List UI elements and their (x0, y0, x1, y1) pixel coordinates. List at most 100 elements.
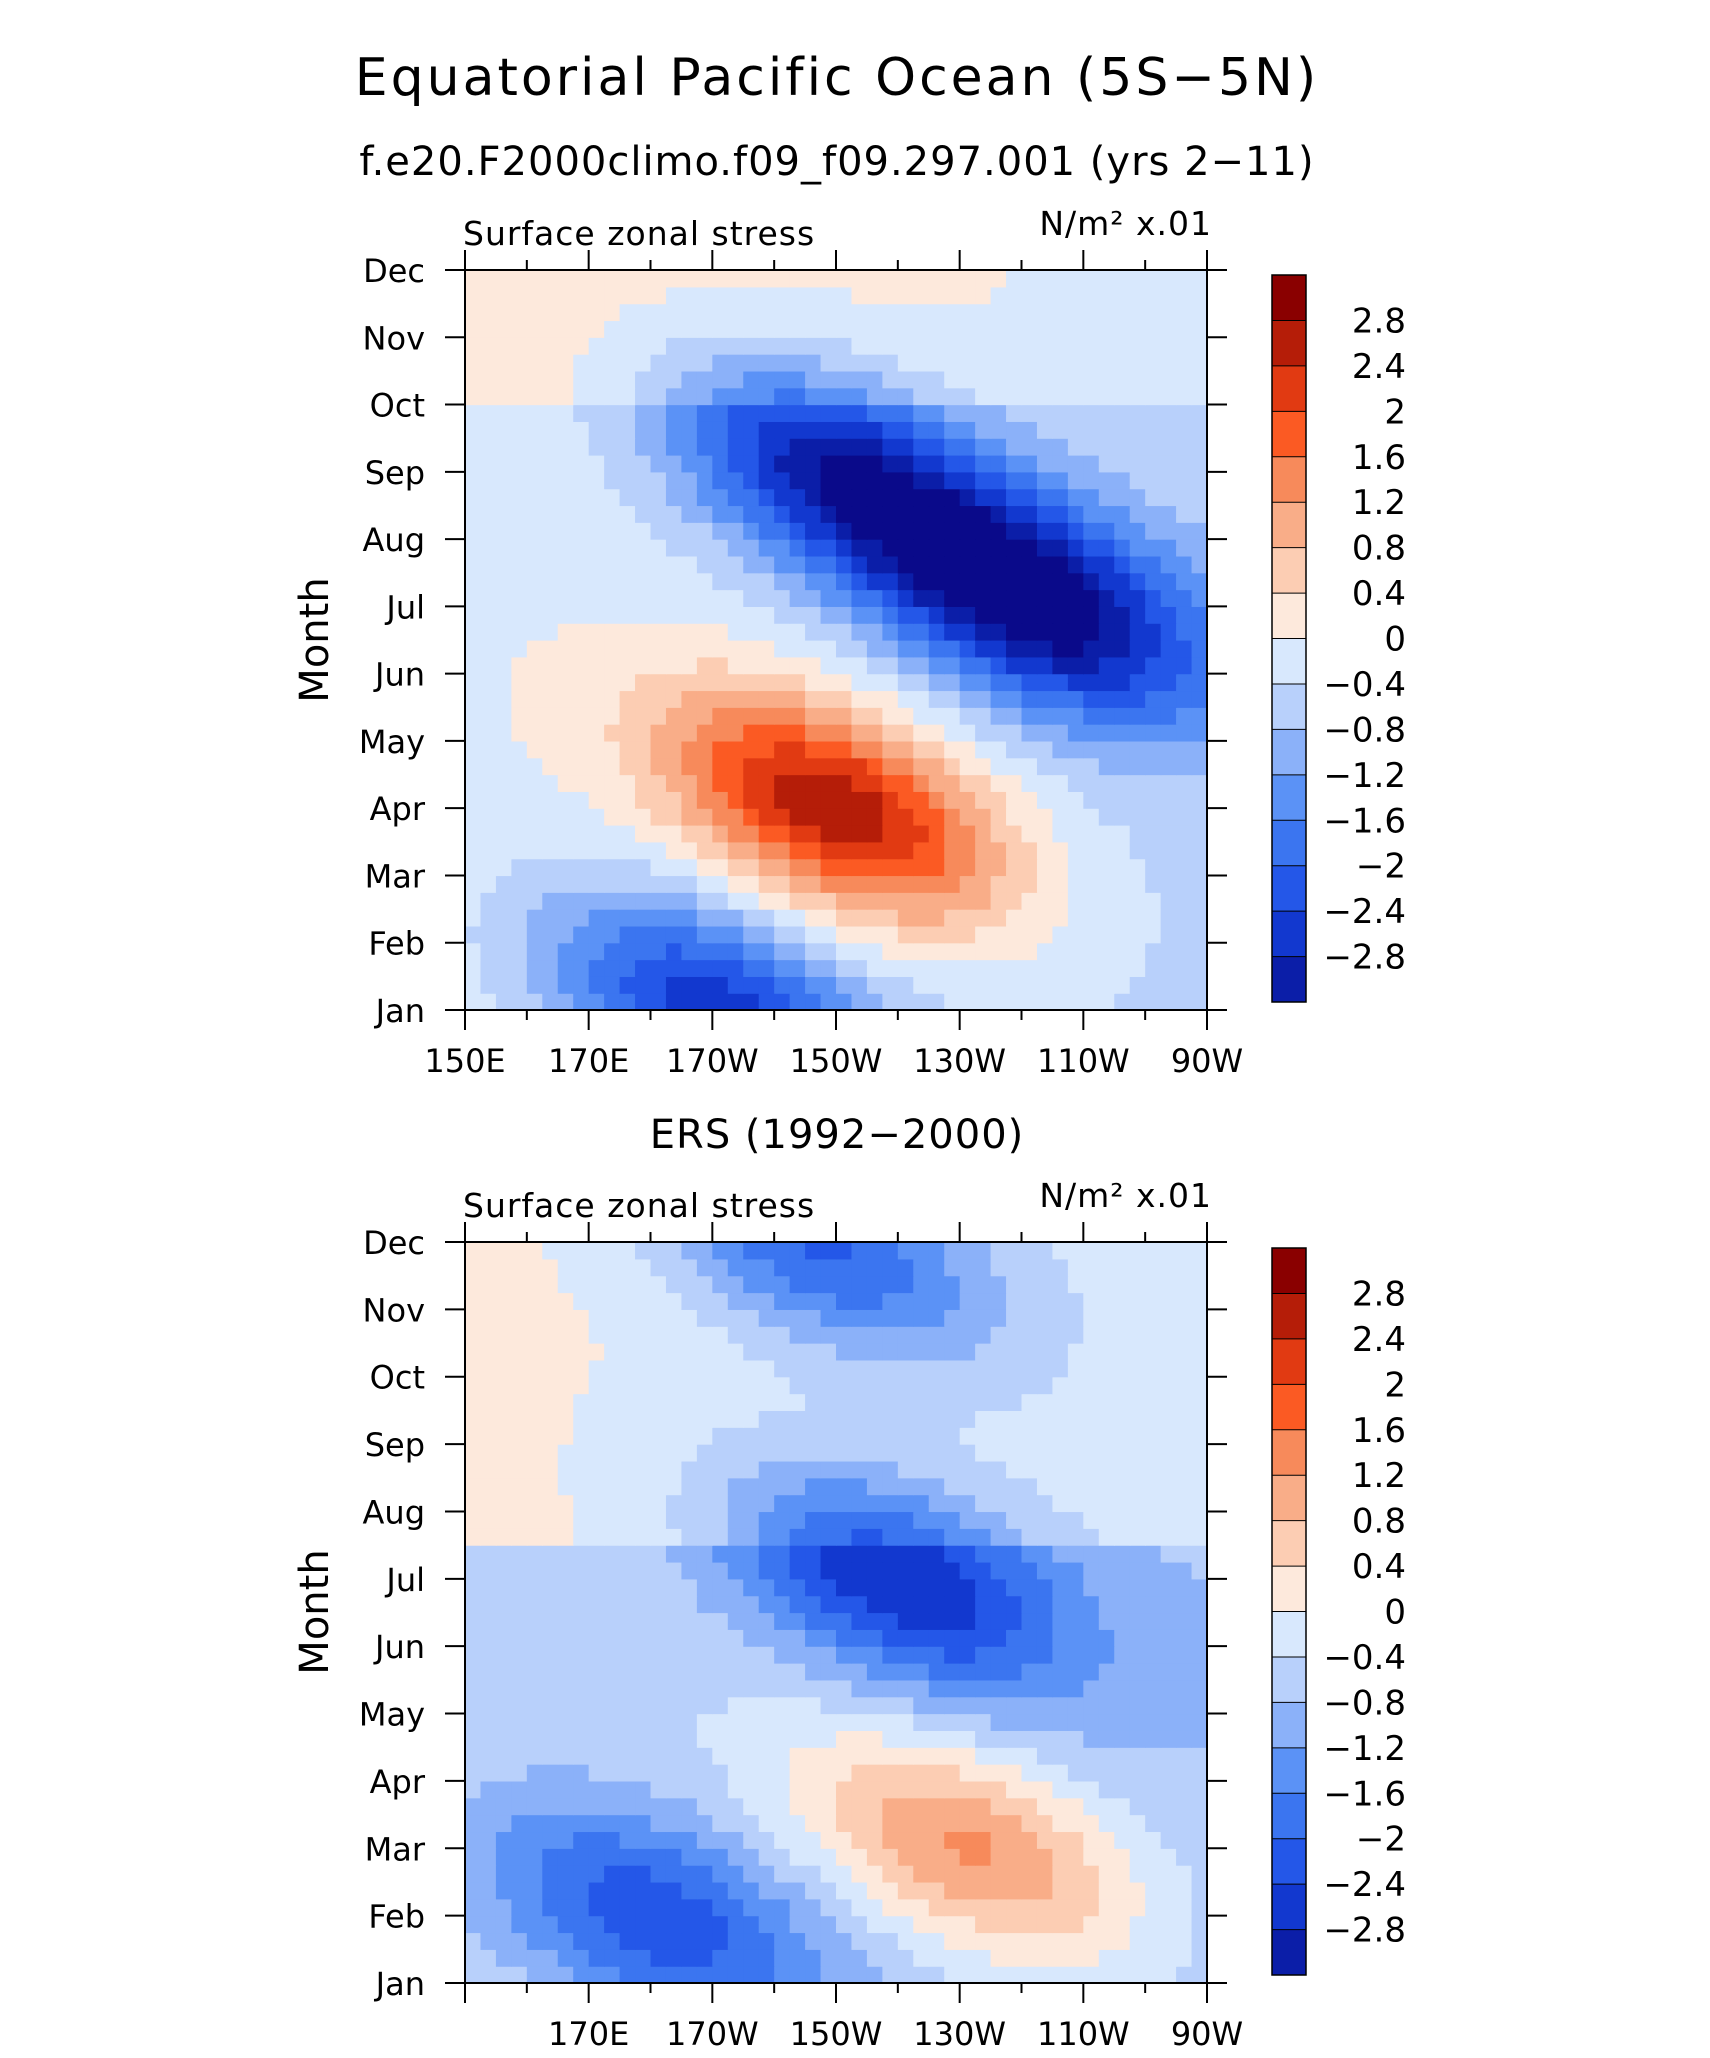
contour-cell (774, 673, 791, 692)
contour-cell (944, 623, 961, 641)
contour-cell (944, 572, 961, 591)
contour-cell (851, 925, 868, 944)
contour-cell (866, 1932, 883, 1950)
contour-cell (573, 387, 590, 406)
contour-cell (1145, 1881, 1162, 1900)
contour-cell (1191, 589, 1208, 607)
y-tick-label: Dec (363, 252, 425, 290)
contour-cell (820, 640, 837, 658)
contour-cell (557, 841, 574, 860)
contour-cell (681, 1730, 698, 1748)
contour-cell (805, 1814, 822, 1833)
contour-cell (789, 1747, 806, 1765)
contour-cell (1114, 1881, 1131, 1900)
contour-cell (526, 1561, 543, 1580)
contour-cell (1083, 606, 1100, 624)
contour-cell (557, 471, 574, 490)
contour-cell (727, 370, 744, 389)
contour-cell (928, 354, 945, 372)
contour-cell (604, 1427, 621, 1445)
contour-cell (511, 1730, 528, 1748)
contour-cell (1098, 1477, 1115, 1496)
contour-cell (1052, 286, 1069, 305)
contour-cell (975, 572, 992, 591)
contour-cell (913, 471, 930, 490)
contour-cell (635, 791, 652, 809)
contour-cell (1083, 455, 1100, 473)
contour-cell (727, 808, 744, 826)
contour-cell (557, 993, 574, 1011)
contour-cell (727, 438, 744, 456)
contour-cell (1083, 488, 1100, 507)
colorbar-label: −0.8 (1323, 710, 1406, 750)
contour-cell (851, 539, 868, 557)
contour-cell (650, 1326, 667, 1344)
contour-cell (959, 539, 976, 557)
contour-cell (665, 1949, 683, 1967)
contour-cell (681, 1898, 698, 1917)
contour-cell (913, 976, 930, 994)
contour-cell (712, 656, 729, 675)
contour-cell (851, 1949, 868, 1967)
contour-cell (1067, 455, 1084, 473)
contour-cell (866, 606, 883, 624)
contour-cell (635, 1797, 652, 1816)
contour-cell (712, 623, 729, 641)
contour-cell (495, 993, 512, 1011)
contour-cell (1006, 1545, 1023, 1563)
contour-cell (1021, 707, 1038, 725)
contour-cell (1176, 892, 1193, 910)
contour-cell (882, 909, 899, 927)
contour-cell (635, 370, 652, 389)
contour-cell (990, 488, 1007, 507)
contour-cell (774, 1747, 791, 1765)
contour-cell (1098, 623, 1115, 641)
contour-cell (542, 370, 559, 389)
contour-cell (1006, 1898, 1023, 1917)
colorbar-swatch (1272, 1793, 1306, 1840)
contour-cell (511, 1258, 528, 1277)
contour-cell (557, 1343, 574, 1361)
contour-cell (573, 942, 590, 961)
contour-cell (495, 1780, 512, 1799)
contour-cell (758, 707, 775, 725)
contour-cell (1145, 1376, 1162, 1395)
contour-cell (1052, 757, 1069, 776)
contour-cell (1160, 892, 1177, 910)
contour-cell (944, 1393, 961, 1412)
contour-cell (727, 1932, 744, 1950)
contour-cell (573, 707, 590, 725)
contour-cell (573, 572, 590, 591)
contour-cell (712, 1545, 729, 1563)
contour-cell (1176, 1376, 1193, 1395)
contour-cell (774, 320, 791, 338)
contour-cell (573, 808, 590, 826)
contour-cell (1176, 1309, 1193, 1327)
colorbar-label: −2.8 (1323, 1911, 1406, 1951)
contour-cell (1191, 1612, 1208, 1630)
contour-cell (588, 1949, 605, 1967)
contour-cell (928, 1764, 945, 1782)
contour-cell (1129, 1663, 1146, 1681)
contour-cell (1098, 539, 1115, 557)
y-tick-label: Sep (365, 454, 425, 492)
contour-cell (511, 1898, 528, 1917)
contour-cell (1145, 555, 1162, 574)
contour-cell (1145, 421, 1162, 439)
contour-cell (820, 1696, 837, 1715)
contour-cell (604, 993, 621, 1011)
contour-cell (975, 286, 992, 305)
contour-cell (557, 606, 574, 624)
contour-cell (665, 303, 683, 322)
contour-cell (789, 555, 806, 574)
contour-cell (944, 892, 961, 910)
contour-cell (913, 959, 930, 977)
contour-cell (1006, 1410, 1023, 1428)
contour-cell (1052, 1797, 1069, 1816)
contour-cell (1176, 774, 1193, 792)
contour-cell (465, 1444, 482, 1462)
contour-cell (743, 1865, 760, 1883)
contour-cell (990, 1713, 1007, 1731)
contour-cell (696, 455, 713, 473)
contour-cell (758, 1528, 775, 1546)
